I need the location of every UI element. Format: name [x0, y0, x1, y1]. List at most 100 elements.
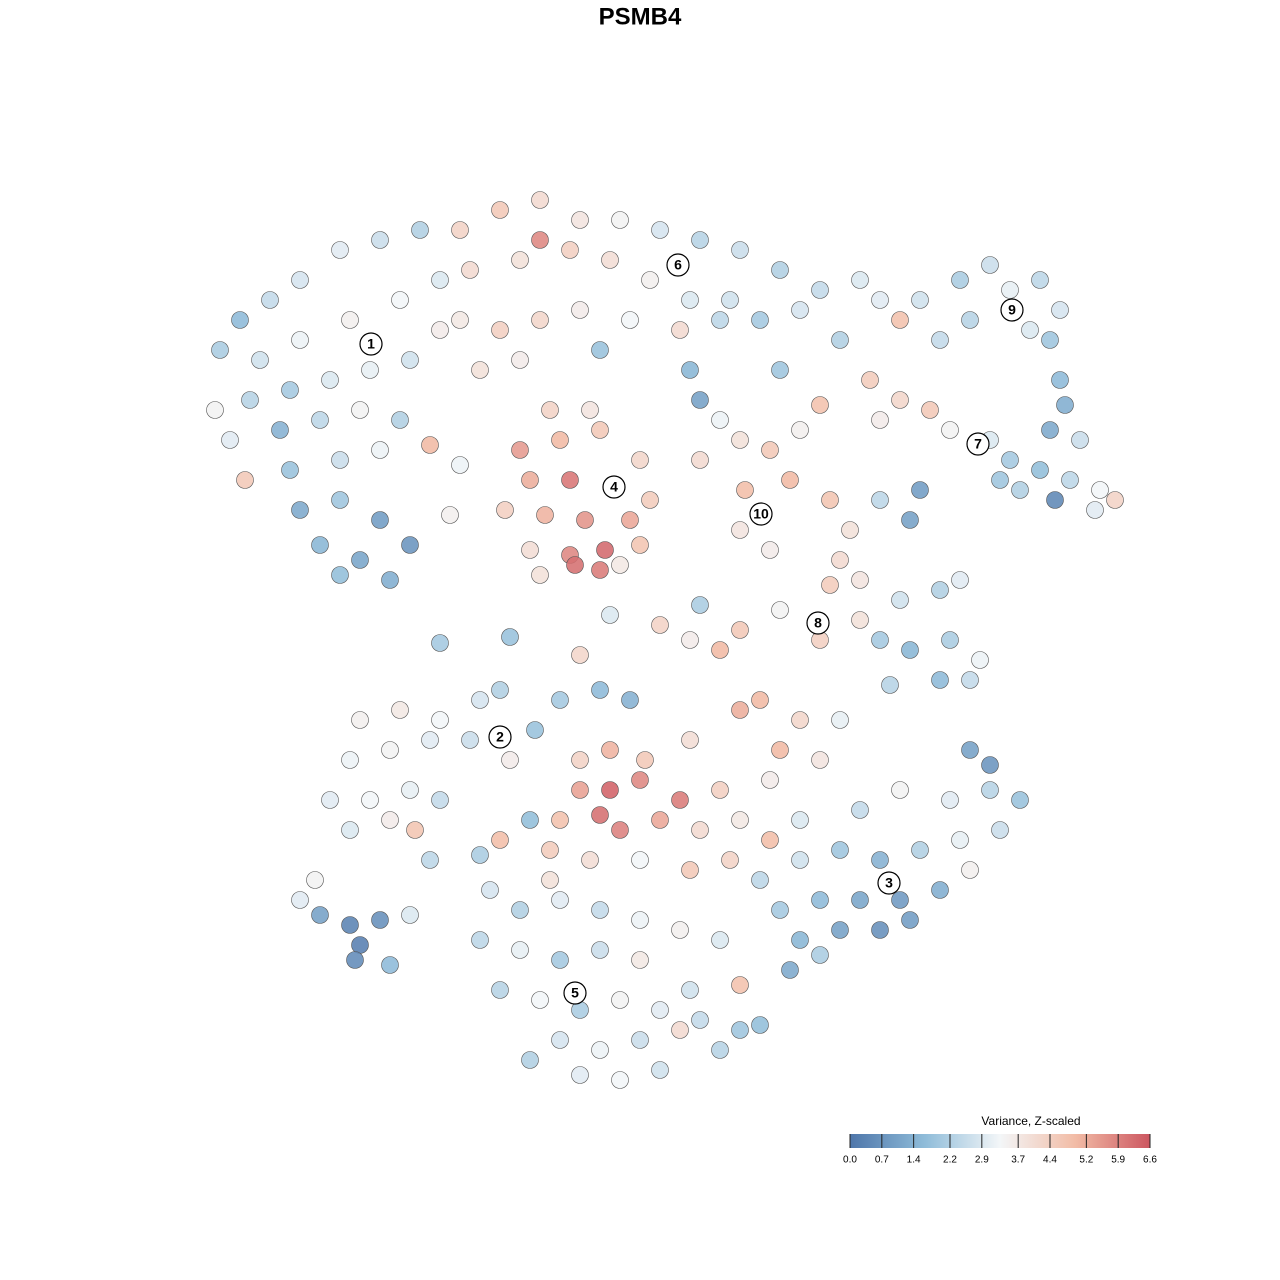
point — [831, 921, 849, 939]
point — [331, 491, 349, 509]
point — [441, 506, 459, 524]
point — [791, 811, 809, 829]
point — [591, 806, 609, 824]
point — [591, 341, 609, 359]
point — [206, 401, 224, 419]
point — [1021, 321, 1039, 339]
point — [891, 311, 909, 329]
point — [631, 771, 649, 789]
point — [961, 861, 979, 879]
point — [551, 951, 569, 969]
point — [631, 851, 649, 869]
point — [261, 291, 279, 309]
point — [1001, 451, 1019, 469]
point — [681, 631, 699, 649]
point — [1041, 331, 1059, 349]
point — [1051, 301, 1069, 319]
point — [871, 291, 889, 309]
point — [566, 556, 584, 574]
point — [771, 741, 789, 759]
cluster-marker — [666, 253, 690, 277]
point — [561, 471, 579, 489]
point — [621, 511, 639, 529]
point — [631, 911, 649, 929]
cluster-marker — [359, 332, 383, 356]
cluster-label: 10 — [753, 506, 769, 522]
point — [721, 851, 739, 869]
point — [391, 411, 409, 429]
point — [571, 1066, 589, 1084]
point — [511, 901, 529, 919]
point — [311, 906, 329, 924]
point — [931, 671, 949, 689]
point — [491, 201, 509, 219]
cluster-label: 1 — [367, 336, 375, 352]
point — [431, 271, 449, 289]
point — [381, 811, 399, 829]
point — [961, 311, 979, 329]
point — [346, 951, 364, 969]
point — [611, 991, 629, 1009]
point — [581, 851, 599, 869]
point — [371, 441, 389, 459]
point — [831, 551, 849, 569]
point — [911, 841, 929, 859]
point — [341, 916, 359, 934]
point — [711, 311, 729, 329]
point — [531, 191, 549, 209]
point — [1071, 431, 1089, 449]
point — [511, 441, 529, 459]
point — [821, 491, 839, 509]
point — [871, 411, 889, 429]
point — [1001, 281, 1019, 299]
chart-title: PSMB4 — [599, 3, 682, 30]
point — [576, 511, 594, 529]
point — [401, 906, 419, 924]
point — [711, 931, 729, 949]
point — [781, 471, 799, 489]
point — [851, 571, 869, 589]
point — [811, 751, 829, 769]
colorbar-tick-label: 0.7 — [875, 1155, 889, 1166]
point — [641, 491, 659, 509]
colorbar — [850, 1134, 1150, 1148]
point — [731, 521, 749, 539]
point — [791, 931, 809, 949]
point — [341, 821, 359, 839]
point — [496, 501, 514, 519]
point — [361, 361, 379, 379]
point — [1051, 371, 1069, 389]
point — [411, 221, 429, 239]
point — [831, 841, 849, 859]
point — [891, 391, 909, 409]
point — [571, 781, 589, 799]
cluster-marker — [602, 475, 626, 499]
point — [511, 351, 529, 369]
point — [371, 231, 389, 249]
point — [601, 741, 619, 759]
point — [236, 471, 254, 489]
point — [751, 691, 769, 709]
point — [491, 981, 509, 999]
point — [551, 891, 569, 909]
point — [731, 431, 749, 449]
point — [991, 471, 1009, 489]
point — [681, 981, 699, 999]
point — [901, 641, 919, 659]
cluster-label: 8 — [814, 615, 822, 631]
point — [681, 361, 699, 379]
point — [851, 271, 869, 289]
point — [771, 601, 789, 619]
point — [536, 506, 554, 524]
point — [601, 606, 619, 624]
point — [651, 221, 669, 239]
point — [401, 536, 419, 554]
point — [531, 311, 549, 329]
point — [591, 941, 609, 959]
point — [1056, 396, 1074, 414]
point — [631, 536, 649, 554]
point — [871, 851, 889, 869]
point — [1031, 461, 1049, 479]
point — [951, 831, 969, 849]
